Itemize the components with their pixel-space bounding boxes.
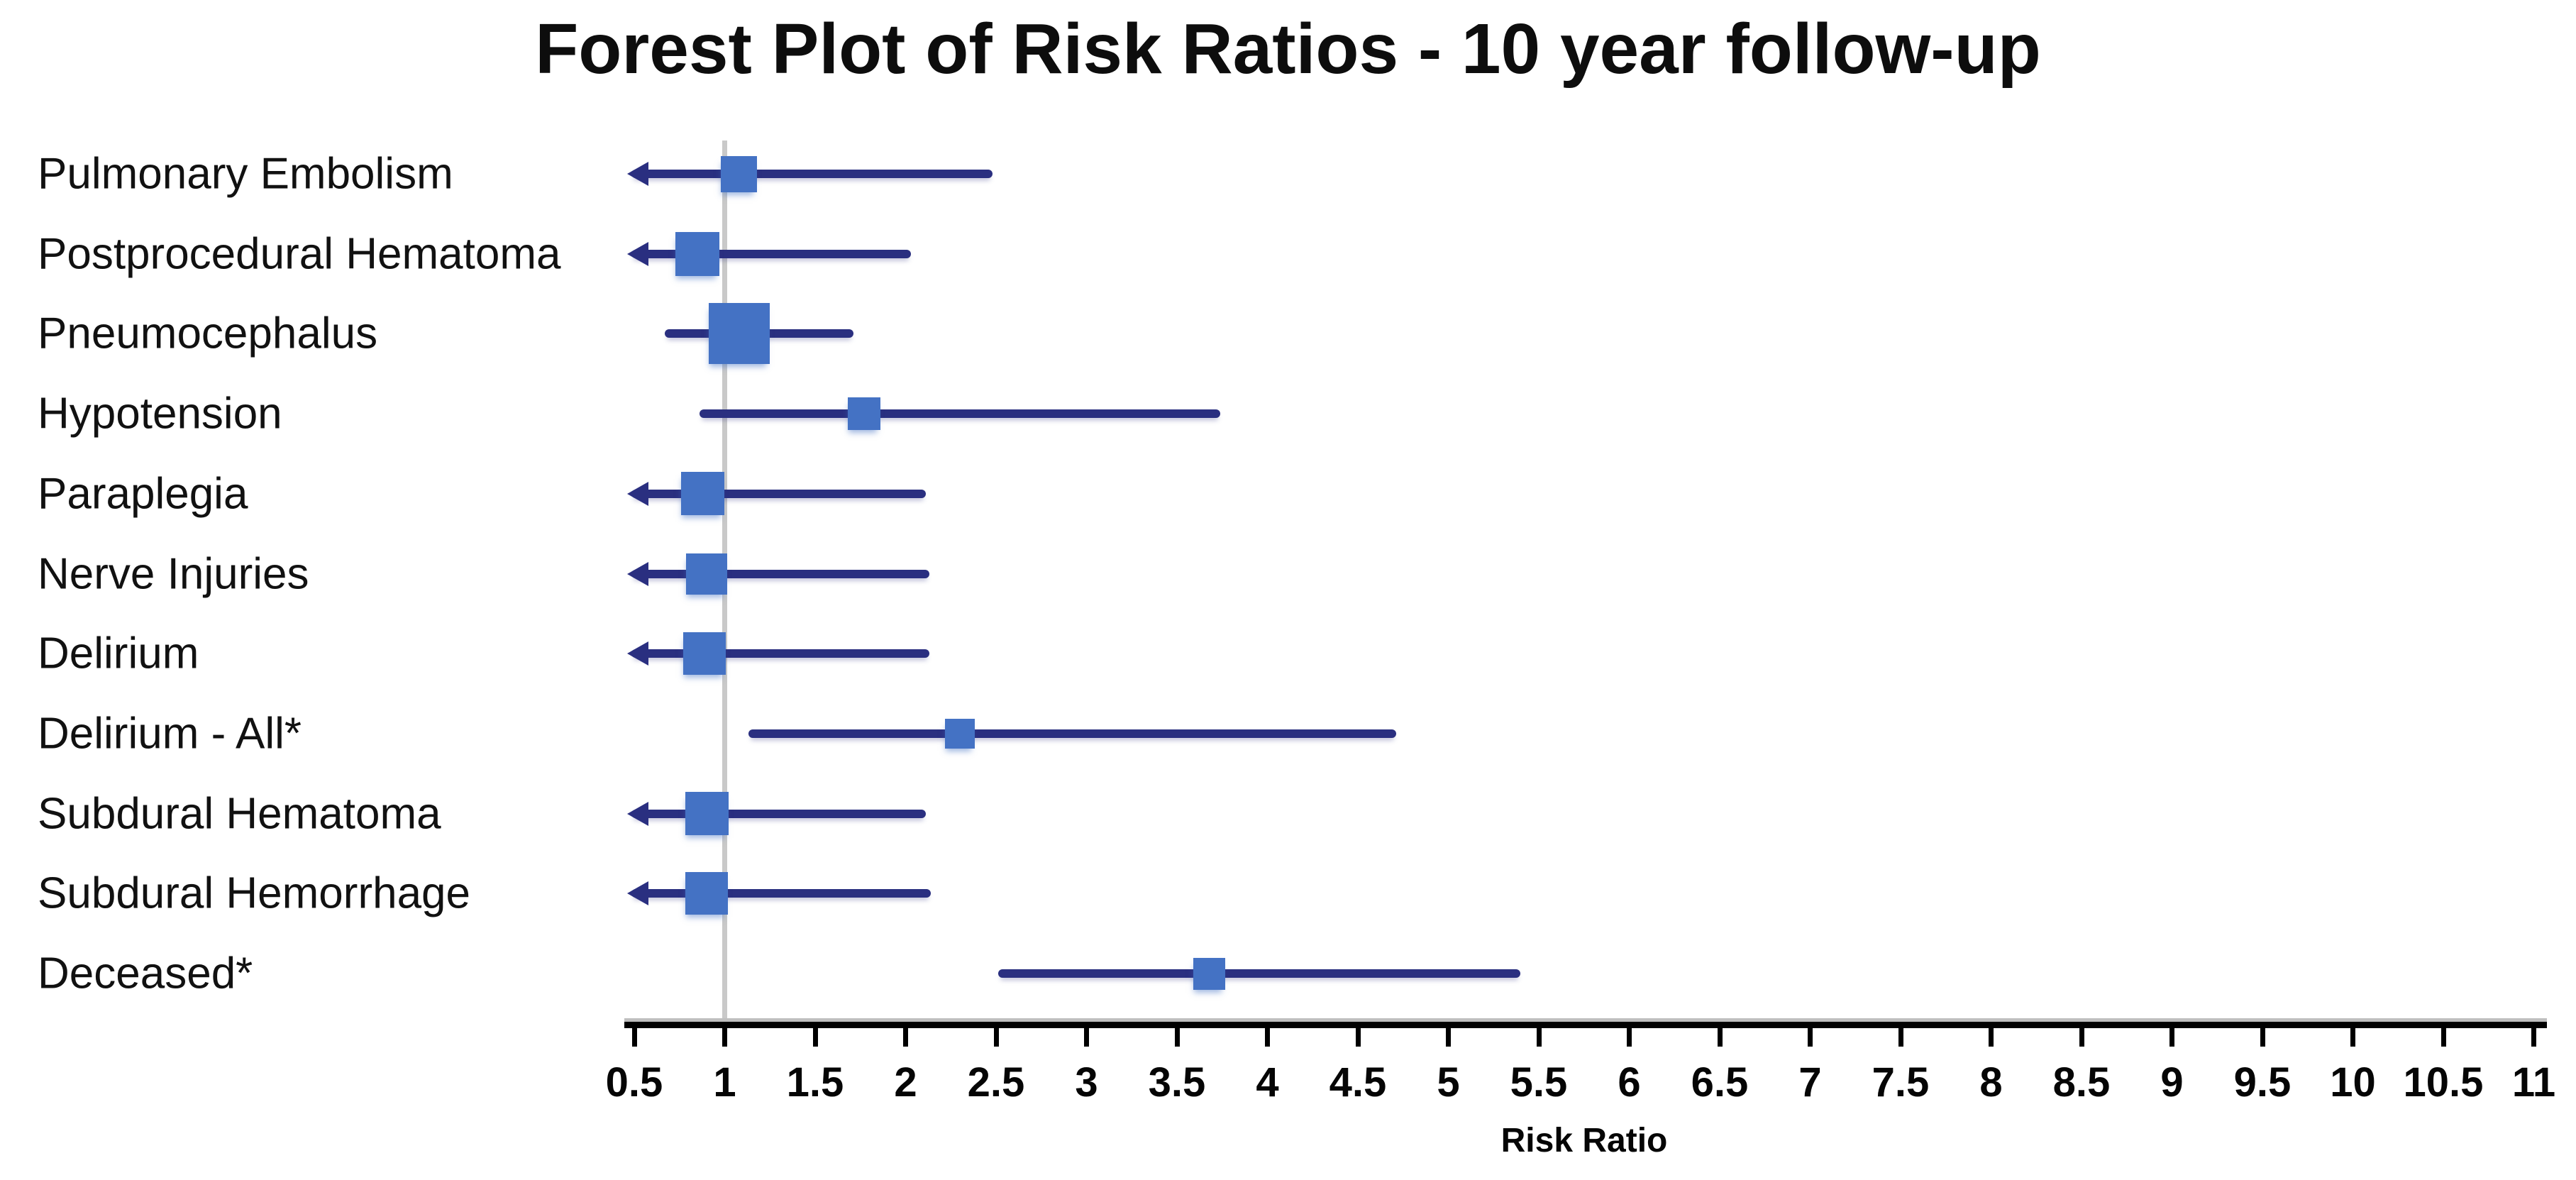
category-label: Postprocedural Hematoma: [38, 229, 561, 279]
x-axis-shadow: [624, 1018, 2547, 1022]
x-axis-tick: [1989, 1028, 1994, 1047]
x-axis-tick: [1898, 1028, 1903, 1047]
category-label: Pneumocephalus: [38, 309, 378, 358]
category-label: Pulmonary Embolism: [38, 149, 453, 199]
risk-ratio-marker: [675, 231, 720, 276]
x-axis-tick-label: 9.5: [2233, 1059, 2292, 1105]
x-axis-tick: [1084, 1028, 1089, 1047]
category-label: Subdural Hemorrhage: [38, 869, 471, 918]
x-axis-tick-label: 7: [1798, 1059, 1822, 1105]
x-axis-tick: [1446, 1028, 1451, 1047]
x-axis-tick: [812, 1028, 818, 1047]
x-axis-tick-label: 10: [2330, 1059, 2376, 1105]
ci-clip-left-arrow-icon: [627, 162, 648, 186]
ci-clip-left-arrow-icon: [627, 641, 648, 666]
ci-line: [631, 569, 929, 578]
ci-clip-left-arrow-icon: [627, 241, 648, 266]
x-axis-tick-label: 5.5: [1510, 1059, 1568, 1105]
ci-line: [631, 889, 932, 898]
x-axis-tick-label: 9: [2160, 1059, 2184, 1105]
x-axis-tick-label: 1: [713, 1059, 736, 1105]
x-axis-tick: [903, 1028, 908, 1047]
x-axis-tick: [631, 1028, 637, 1047]
category-label: Nerve Injuries: [38, 549, 309, 598]
x-axis-tick: [1717, 1028, 1723, 1047]
risk-ratio-marker: [1193, 957, 1226, 990]
risk-ratio-marker: [847, 397, 880, 431]
x-axis-tick-label: 3: [1075, 1059, 1098, 1105]
risk-ratio-marker: [685, 792, 729, 836]
x-axis-tick: [1808, 1028, 1813, 1047]
x-axis-tick-label: 2: [894, 1059, 917, 1105]
x-axis-line: [624, 1022, 2547, 1028]
x-axis-tick-label: 7.5: [1872, 1059, 1930, 1105]
risk-ratio-marker: [721, 155, 758, 192]
ci-line: [631, 489, 926, 498]
x-axis-tick: [2079, 1028, 2084, 1047]
risk-ratio-marker: [681, 472, 725, 516]
x-axis-tick: [993, 1028, 999, 1047]
ci-line: [748, 729, 1396, 738]
risk-ratio-marker: [945, 718, 975, 749]
ci-clip-left-arrow-icon: [627, 481, 648, 506]
x-axis-tick-label: 3.5: [1148, 1059, 1206, 1105]
x-axis-tick: [722, 1028, 727, 1047]
x-axis-tick-label: 2.5: [967, 1059, 1025, 1105]
x-axis-tick-label: 4: [1256, 1059, 1279, 1105]
ci-clip-left-arrow-icon: [627, 801, 648, 826]
x-axis-title: Risk Ratio: [1500, 1122, 1668, 1159]
x-axis-tick-label: 4.5: [1329, 1059, 1387, 1105]
risk-ratio-marker: [685, 872, 728, 915]
risk-ratio-marker: [686, 553, 727, 595]
ci-clip-left-arrow-icon: [627, 561, 648, 586]
x-axis-tick: [1265, 1028, 1270, 1047]
ci-clip-left-arrow-icon: [627, 881, 648, 906]
category-label: Delirium - All*: [38, 709, 302, 759]
ci-line: [631, 649, 929, 658]
x-axis-tick-label: 8.5: [2052, 1059, 2111, 1105]
x-axis-tick-label: 11: [2511, 1059, 2556, 1105]
x-axis-tick-label: 5: [1437, 1059, 1460, 1105]
category-label: Delirium: [38, 629, 199, 678]
x-axis-tick-label: 10.5: [2403, 1059, 2484, 1105]
x-axis-tick: [2169, 1028, 2174, 1047]
risk-ratio-marker: [708, 303, 770, 365]
x-axis-tick: [2350, 1028, 2355, 1047]
x-axis-tick: [2260, 1028, 2265, 1047]
ci-line: [631, 249, 912, 258]
chart-title: Forest Plot of Risk Ratios - 10 year fol…: [535, 9, 2041, 89]
category-label: Deceased*: [38, 949, 253, 998]
x-axis-tick-label: 8: [1979, 1059, 2003, 1105]
ci-line: [997, 969, 1521, 978]
x-axis-tick: [1355, 1028, 1361, 1047]
x-axis-tick-label: 6.5: [1691, 1059, 1749, 1105]
category-label: Hypotension: [38, 389, 282, 439]
category-label: Paraplegia: [38, 469, 248, 519]
x-axis-tick-label: 1.5: [786, 1059, 844, 1105]
x-axis-tick-label: 6: [1618, 1059, 1641, 1105]
x-axis-tick: [1627, 1028, 1632, 1047]
x-axis-tick: [2531, 1028, 2536, 1047]
x-axis-tick: [1536, 1028, 1542, 1047]
x-axis-tick-label: 0.5: [605, 1059, 663, 1105]
x-axis-tick: [1174, 1028, 1180, 1047]
ci-line: [631, 170, 993, 178]
x-axis-tick: [2440, 1028, 2446, 1047]
category-label: Subdural Hematoma: [38, 789, 441, 839]
risk-ratio-marker: [683, 632, 726, 676]
ci-line: [631, 809, 926, 818]
ci-line: [699, 409, 1221, 419]
